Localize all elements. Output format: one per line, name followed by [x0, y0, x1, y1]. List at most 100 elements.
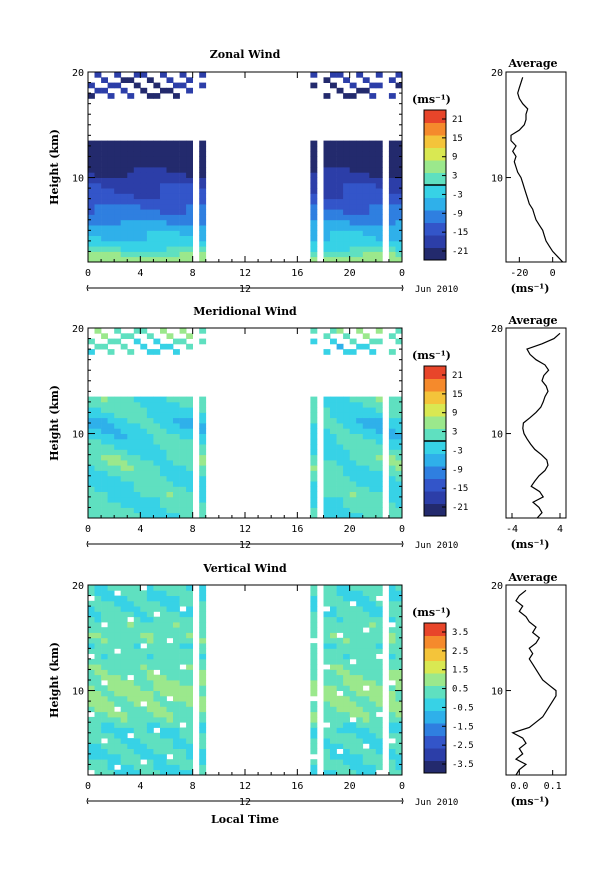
- heatmap-cell: [330, 695, 337, 702]
- heatmap-cell: [323, 182, 331, 189]
- heatmap-cell: [395, 759, 403, 765]
- colorbar-tick-label: 15: [452, 390, 463, 400]
- heatmap-cell: [330, 470, 337, 477]
- heatmap-cell: [388, 167, 396, 173]
- average-frame: [505, 327, 567, 519]
- day-axis: 12: [86, 797, 404, 808]
- heatmap-cell: [362, 444, 370, 450]
- heatmap-cell: [369, 438, 377, 445]
- heatmap-cell: [94, 454, 102, 461]
- heatmap-cell: [310, 172, 318, 178]
- heatmap-cell: [199, 475, 207, 482]
- heatmap-cell: [395, 491, 403, 498]
- heatmap-cell: [330, 711, 337, 718]
- heatmap-cell: [330, 621, 337, 628]
- heatmap-cell: [310, 486, 318, 492]
- heatmap-cell: [166, 632, 174, 639]
- heatmap-cell: [88, 680, 95, 686]
- heatmap-cell: [127, 648, 135, 654]
- heatmap-cell: [310, 328, 318, 334]
- heatmap-cell: [343, 470, 350, 477]
- heatmap-cell: [146, 690, 154, 697]
- heatmap-cell: [179, 444, 187, 450]
- heatmap-cell: [127, 669, 135, 676]
- heatmap-cell: [199, 600, 207, 607]
- heatmap-cell: [369, 151, 377, 157]
- heatmap-cell: [133, 145, 141, 152]
- heatmap-cell: [120, 172, 128, 178]
- average-unit: (ms⁻¹): [511, 282, 550, 295]
- heatmap-cell: [369, 722, 377, 728]
- heatmap-cell: [186, 722, 193, 728]
- heatmap-cell: [369, 600, 377, 607]
- heatmap-cell: [330, 449, 337, 456]
- heatmap-cell: [107, 486, 115, 492]
- heatmap-cell: [160, 444, 167, 450]
- heatmap-cell: [330, 401, 337, 408]
- heatmap-cell: [349, 502, 357, 508]
- heatmap-cell: [120, 680, 128, 686]
- heatmap-cell: [336, 444, 344, 450]
- colorbar-swatch: [424, 623, 446, 636]
- heatmap-cell: [101, 643, 108, 649]
- heatmap-cell: [186, 690, 193, 697]
- heatmap-cell: [101, 177, 108, 184]
- y-tick-label: 20: [72, 581, 84, 592]
- heatmap-cell: [166, 491, 174, 498]
- heatmap-cell: [127, 454, 135, 461]
- heatmap-cell: [343, 444, 350, 450]
- heatmap-cell: [375, 585, 383, 591]
- heatmap-cell: [140, 685, 148, 691]
- heatmap-cell: [153, 230, 161, 236]
- heatmap-cell: [107, 585, 115, 591]
- heatmap-cell: [107, 711, 115, 718]
- heatmap-cell: [186, 428, 193, 434]
- heatmap-cell: [179, 732, 187, 739]
- heatmap-cell: [88, 491, 95, 498]
- heatmap-cell: [146, 695, 154, 702]
- heatmap-cell: [133, 188, 141, 194]
- heatmap-cell: [349, 664, 357, 670]
- heatmap-cell: [336, 590, 344, 596]
- heatmap-cell: [349, 240, 357, 247]
- heatmap-cell: [107, 627, 115, 633]
- heatmap-cell: [107, 753, 115, 760]
- heatmap-cell: [330, 140, 337, 147]
- colorbar-unit: (ms⁻¹): [412, 606, 451, 619]
- heatmap-cell: [179, 685, 187, 691]
- heatmap-cell: [120, 470, 128, 477]
- heatmap-cell: [199, 481, 207, 487]
- heatmap-cell: [101, 333, 108, 339]
- heatmap-cell: [330, 161, 337, 168]
- heatmap-cell: [120, 412, 128, 419]
- heatmap-cell: [375, 722, 383, 728]
- heatmap-cell: [336, 396, 344, 403]
- heatmap-cell: [127, 764, 135, 771]
- heatmap-cell: [88, 722, 95, 728]
- heatmap-cell: [133, 674, 141, 681]
- heatmap-cell: [101, 412, 108, 419]
- heatmap-cell: [127, 637, 135, 644]
- heatmap-cell: [388, 240, 396, 247]
- heatmap-cell: [120, 722, 128, 728]
- heatmap-cell: [356, 496, 364, 503]
- heatmap-cell: [310, 722, 318, 728]
- heatmap-cell: [388, 161, 396, 168]
- heatmap-cell: [349, 140, 357, 147]
- colorbar-swatch: [424, 673, 446, 686]
- heatmap-cell: [199, 454, 207, 461]
- heatmap-cell: [114, 611, 122, 618]
- heatmap-cell: [173, 695, 180, 702]
- colorbar-swatch: [424, 635, 446, 649]
- heatmap-cell: [369, 685, 377, 691]
- heatmap-cell: [114, 145, 122, 152]
- heatmap-cell: [173, 606, 180, 612]
- heatmap-cell: [140, 219, 148, 226]
- heatmap-cell: [140, 690, 148, 697]
- heatmap-cell: [153, 502, 161, 508]
- heatmap-cell: [173, 491, 180, 498]
- heatmap-cell: [107, 653, 115, 660]
- heatmap-cell: [114, 595, 122, 602]
- heatmap-cell: [94, 621, 102, 628]
- heatmap-cell: [127, 695, 135, 702]
